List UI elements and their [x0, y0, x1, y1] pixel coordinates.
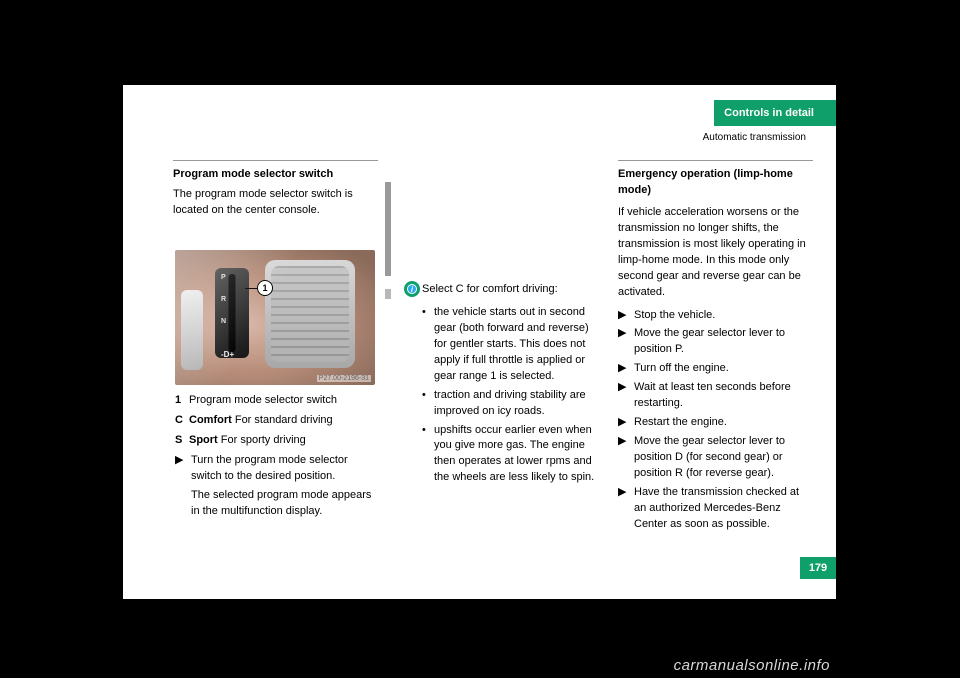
action-text: Turn the program mode selector switch to… [191, 453, 375, 485]
note-bullet: •upshifts occur earlier even when you gi… [422, 423, 598, 487]
col1-intro: The program mode selector switch is loca… [173, 187, 378, 219]
manual-page: Controls in detail Automatic transmissio… [123, 85, 836, 599]
sidebar-band [385, 182, 391, 276]
col1-heading: Program mode selector switch [173, 167, 378, 183]
arrow-icon: ▶ [618, 326, 634, 358]
arrow-icon: ▶ [618, 415, 634, 431]
mode-desc-c: Comfort For standard driving [189, 413, 333, 429]
column-2-note: Select C for comfort driving: •the vehic… [398, 282, 598, 492]
step-line: ▶Turn off the engine. [618, 361, 813, 377]
arrow-icon: ▶ [618, 434, 634, 482]
figure-code: P27.00-2196-31 [317, 375, 371, 382]
mode-row-c: C Comfort For standard driving [175, 413, 375, 429]
page-number: 179 [809, 562, 827, 574]
section-tab: Controls in detail [714, 100, 836, 126]
bullet-icon: • [422, 423, 434, 487]
column-3: Emergency operation (limp-home mode) If … [618, 160, 813, 536]
program-mode-figure: P R N -D+ 1 P27.00-2196-31 [175, 250, 375, 385]
note-intro: Select C for comfort driving: [422, 282, 598, 298]
step-line: ▶Move the gear selector lever to positio… [618, 434, 813, 482]
action-line: ▶ Turn the program mode selector switch … [175, 453, 375, 485]
step-line: ▶Wait at least ten seconds before restar… [618, 380, 813, 412]
sidebar-band-gap [385, 278, 391, 287]
mode-row-s: S Sport For sporty driving [175, 433, 375, 449]
sidebar-band-lower [385, 289, 391, 299]
callout-text: Program mode selector switch [189, 393, 337, 409]
arrow-icon: ▶ [618, 361, 634, 377]
step-line: ▶Restart the engine. [618, 415, 813, 431]
col3-intro: If vehicle acceleration worsens or the t… [618, 205, 813, 301]
section-title: Controls in detail [724, 107, 814, 119]
callout-label-row: 1 Program mode selector switch [175, 393, 375, 409]
step-line: ▶Stop the vehicle. [618, 308, 813, 324]
note-bullet-list: •the vehicle starts out in second gear (… [422, 305, 598, 486]
col3-heading: Emergency operation (limp-home mode) [618, 167, 813, 199]
result-text: The selected program mode appears in the… [191, 488, 375, 520]
column-1: Program mode selector switch The program… [173, 160, 378, 226]
mode-desc-s: Sport For sporty driving [189, 433, 306, 449]
note-bullet: •traction and driving stability are impr… [422, 388, 598, 420]
callout-number: 1 [175, 393, 189, 409]
column-1-lower: 1 Program mode selector switch C Comfort… [175, 393, 375, 520]
arrow-icon: ▶ [175, 453, 191, 485]
mode-key-s: S [175, 433, 189, 449]
note-bullet: •the vehicle starts out in second gear (… [422, 305, 598, 385]
arrow-icon: ▶ [618, 308, 634, 324]
mode-key-c: C [175, 413, 189, 429]
bullet-icon: • [422, 305, 434, 385]
heading-rule [618, 160, 813, 161]
bullet-icon: • [422, 388, 434, 420]
arrow-icon: ▶ [618, 380, 634, 412]
heading-rule [173, 160, 378, 161]
watermark: carmanualsonline.info [674, 657, 830, 674]
arrow-icon: ▶ [618, 485, 634, 533]
step-line: ▶Move the gear selector lever to positio… [618, 326, 813, 358]
figure-gloss [175, 250, 375, 385]
section-subtitle: Automatic transmission [703, 132, 806, 143]
page-number-tab: 179 [800, 557, 836, 579]
step-line: ▶Have the transmission checked at an aut… [618, 485, 813, 533]
